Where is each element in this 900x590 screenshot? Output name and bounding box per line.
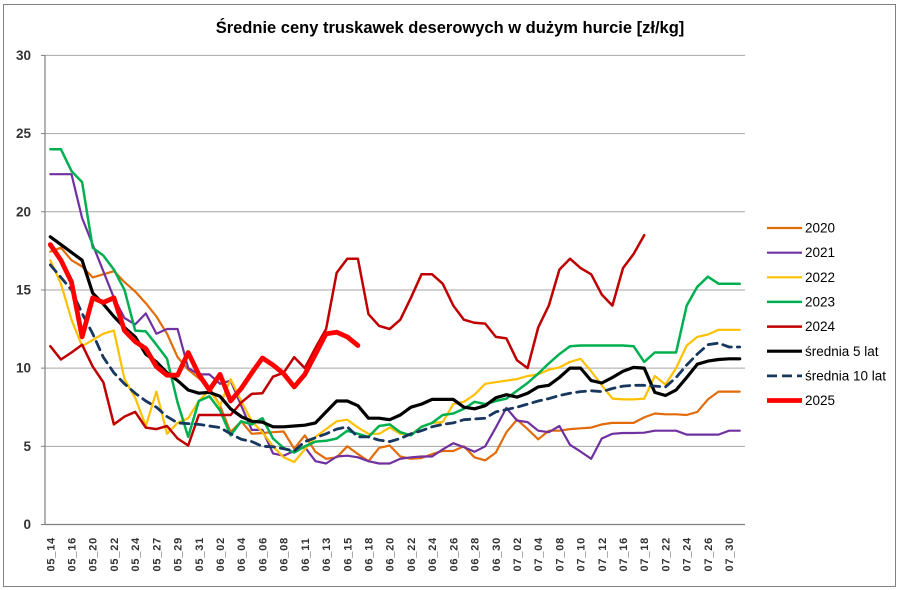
svg-text:2022: 2022 — [805, 270, 835, 285]
svg-text:07_22: 07_22 — [661, 537, 673, 572]
svg-text:07_12: 07_12 — [597, 537, 609, 572]
svg-text:05_24: 05_24 — [130, 537, 142, 572]
svg-text:06_18: 06_18 — [364, 537, 376, 572]
svg-text:20: 20 — [16, 204, 31, 219]
svg-text:06_08: 06_08 — [279, 537, 291, 572]
svg-text:06_30: 06_30 — [491, 537, 503, 572]
svg-text:05_31: 05_31 — [194, 537, 206, 572]
svg-text:05_14: 05_14 — [45, 537, 57, 572]
svg-text:Średnie ceny truskawek deserow: Średnie ceny truskawek deserowych w duży… — [216, 18, 685, 37]
svg-text:2023: 2023 — [805, 294, 835, 309]
svg-text:06_11: 06_11 — [300, 538, 312, 572]
svg-text:06_20: 06_20 — [385, 537, 397, 572]
svg-text:średnia 5 lat: średnia 5 lat — [805, 344, 879, 359]
svg-text:05_29: 05_29 — [173, 537, 185, 572]
svg-text:10: 10 — [16, 361, 31, 376]
svg-text:06_28: 06_28 — [470, 537, 482, 572]
svg-text:2021: 2021 — [805, 245, 835, 260]
svg-text:07_26: 07_26 — [703, 537, 715, 572]
svg-text:2024: 2024 — [805, 319, 836, 334]
svg-text:07_30: 07_30 — [724, 537, 736, 572]
svg-text:05_27: 05_27 — [151, 537, 163, 572]
svg-text:05_16: 05_16 — [67, 537, 79, 572]
svg-text:06_02: 06_02 — [215, 537, 227, 572]
svg-text:06_26: 06_26 — [448, 537, 460, 572]
svg-text:25: 25 — [16, 126, 32, 141]
svg-text:2025: 2025 — [805, 393, 835, 408]
svg-text:07_18: 07_18 — [639, 537, 651, 572]
svg-text:06_06: 06_06 — [257, 537, 269, 572]
svg-text:06_15: 06_15 — [342, 537, 354, 572]
svg-text:05_20: 05_20 — [88, 537, 100, 572]
svg-text:06_13: 06_13 — [321, 537, 333, 572]
svg-text:0: 0 — [23, 517, 31, 532]
svg-text:07_24: 07_24 — [682, 537, 694, 572]
svg-text:06_22: 06_22 — [406, 537, 418, 572]
svg-text:5: 5 — [23, 439, 31, 454]
svg-text:07_16: 07_16 — [618, 537, 630, 572]
svg-text:30: 30 — [16, 48, 31, 63]
svg-text:średnia 10 lat: średnia 10 lat — [805, 368, 886, 383]
svg-text:06_04: 06_04 — [236, 537, 248, 572]
svg-text:06_24: 06_24 — [427, 537, 439, 572]
svg-text:07_10: 07_10 — [576, 537, 588, 572]
svg-text:07_04: 07_04 — [533, 537, 545, 572]
svg-text:07_02: 07_02 — [512, 537, 524, 572]
svg-text:07_08: 07_08 — [554, 537, 566, 572]
svg-text:05_22: 05_22 — [109, 537, 121, 572]
svg-text:15: 15 — [16, 282, 32, 297]
svg-text:2020: 2020 — [805, 221, 835, 236]
